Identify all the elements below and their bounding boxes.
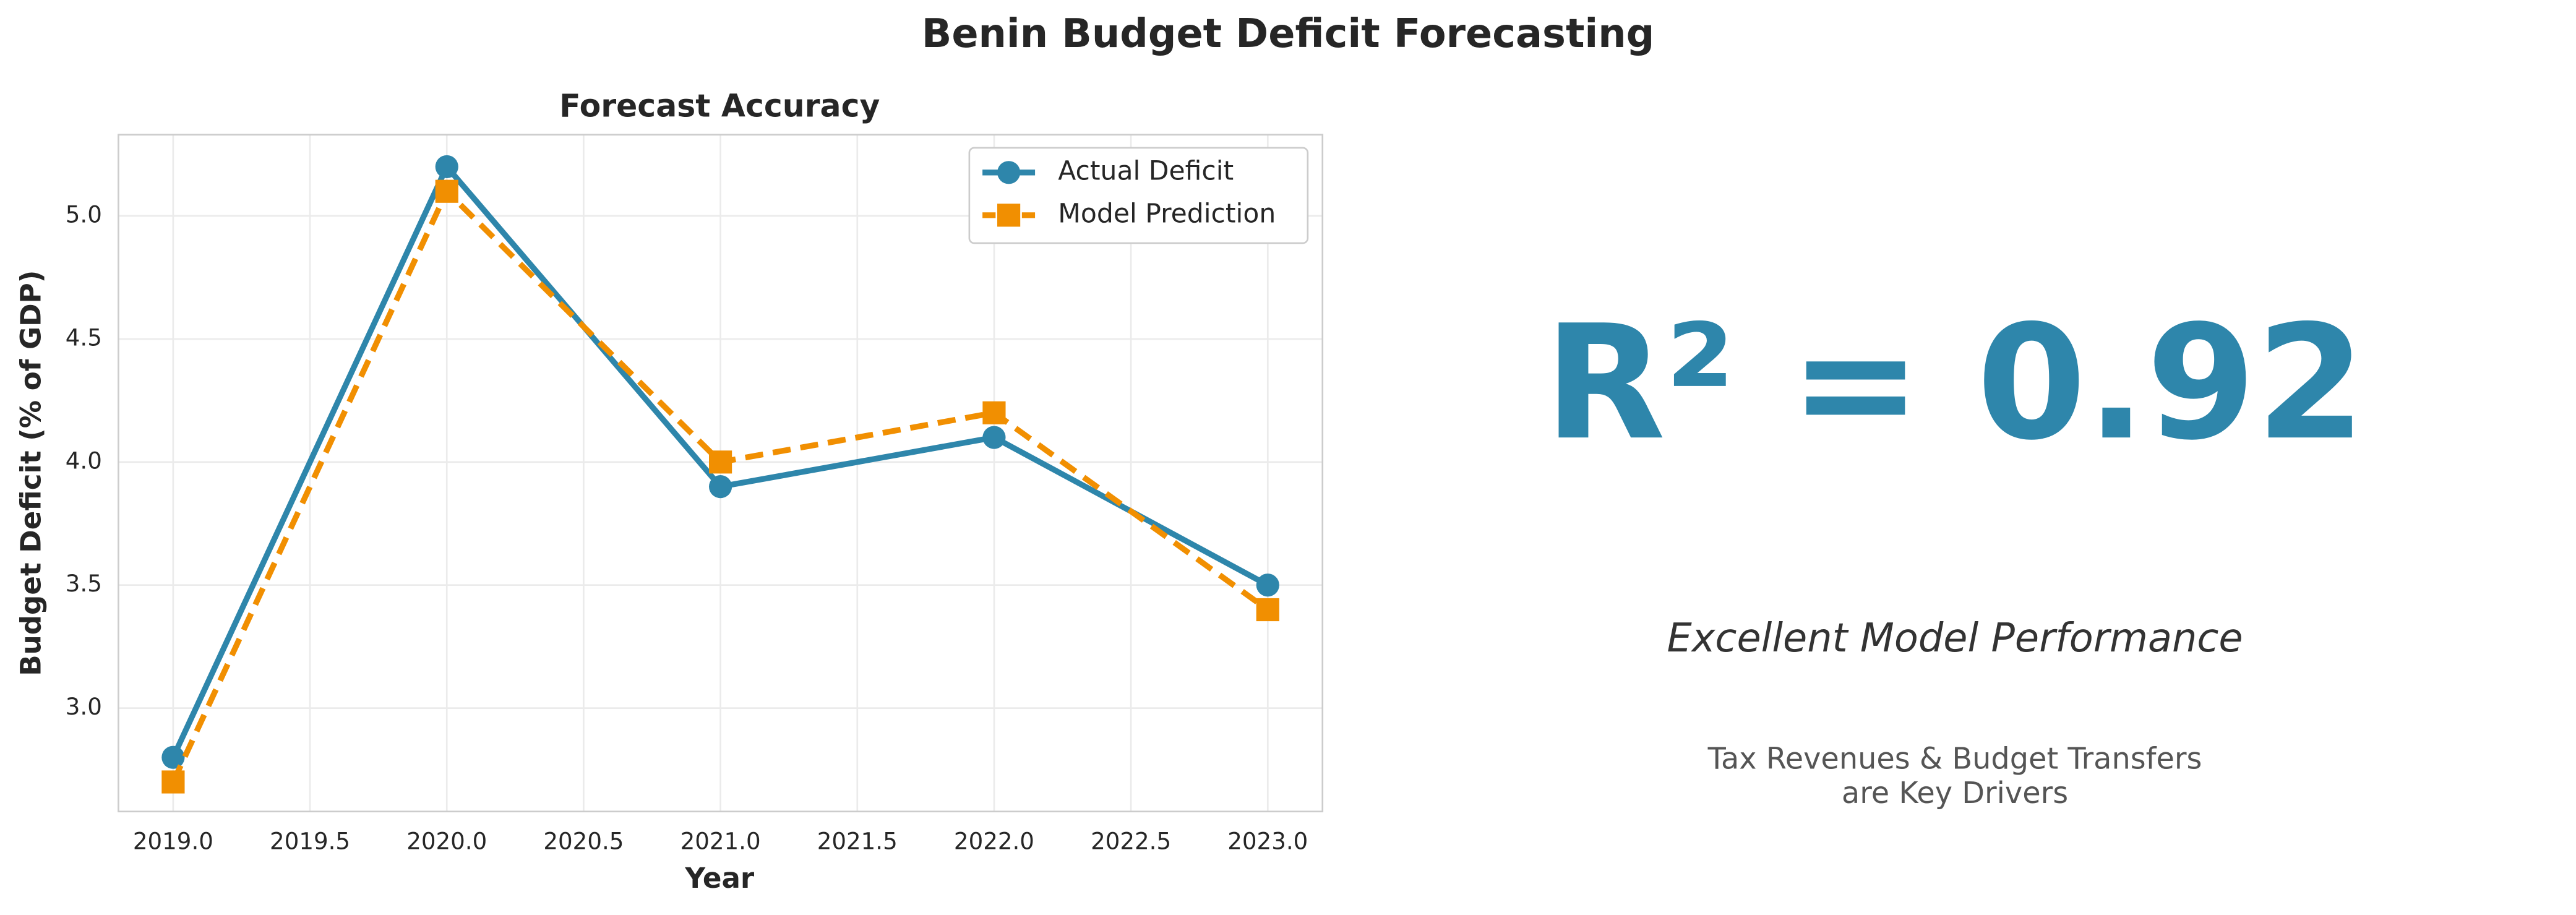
legend-label: Actual Deficit <box>1058 156 1234 186</box>
y-tick-label: 5.0 <box>66 201 102 228</box>
marker <box>982 401 1006 424</box>
x-tick-label: 2021.5 <box>817 828 898 855</box>
note-line: Tax Revenues & Budget Transfers <box>1707 742 2202 776</box>
y-tick-label: 4.0 <box>66 447 102 474</box>
marker <box>997 161 1021 184</box>
marker <box>709 450 732 474</box>
marker <box>997 204 1021 227</box>
x-tick-label: 2021.0 <box>680 828 761 855</box>
x-tick-label: 2020.0 <box>406 828 487 855</box>
x-tick-label: 2020.5 <box>543 828 624 855</box>
y-tick-label: 4.5 <box>66 324 102 351</box>
legend-box <box>968 147 1309 244</box>
marker <box>161 770 185 794</box>
marker <box>435 155 458 179</box>
chart-title: Forecast Accuracy <box>559 88 880 124</box>
x-tick-label: 2023.0 <box>1227 828 1308 855</box>
marker <box>709 475 732 499</box>
x-tick-label: 2022.5 <box>1091 828 1171 855</box>
y-tick-label: 3.5 <box>66 570 102 597</box>
note-line: are Key Drivers <box>1842 776 2068 810</box>
marker <box>1256 598 1279 622</box>
legend-label: Model Prediction <box>1058 199 1276 229</box>
x-axis-label: Year <box>684 862 755 895</box>
y-tick-label: 3.0 <box>66 693 102 720</box>
marker <box>161 745 185 769</box>
x-tick-label: 2019.5 <box>270 828 350 855</box>
metric: R² = 0.92 <box>1544 291 2366 475</box>
plot-frame <box>118 134 1324 813</box>
figure-title: Benin Budget Deficit Forecasting <box>922 11 1654 57</box>
marker <box>1256 573 1279 597</box>
headline: Excellent Model Performance <box>1667 616 2243 661</box>
y-axis-label: Budget Deficit (% of GDP) <box>14 270 47 676</box>
marker <box>982 426 1006 449</box>
x-tick-label: 2019.0 <box>133 828 213 855</box>
marker <box>435 179 458 203</box>
x-tick-label: 2022.0 <box>954 828 1034 855</box>
